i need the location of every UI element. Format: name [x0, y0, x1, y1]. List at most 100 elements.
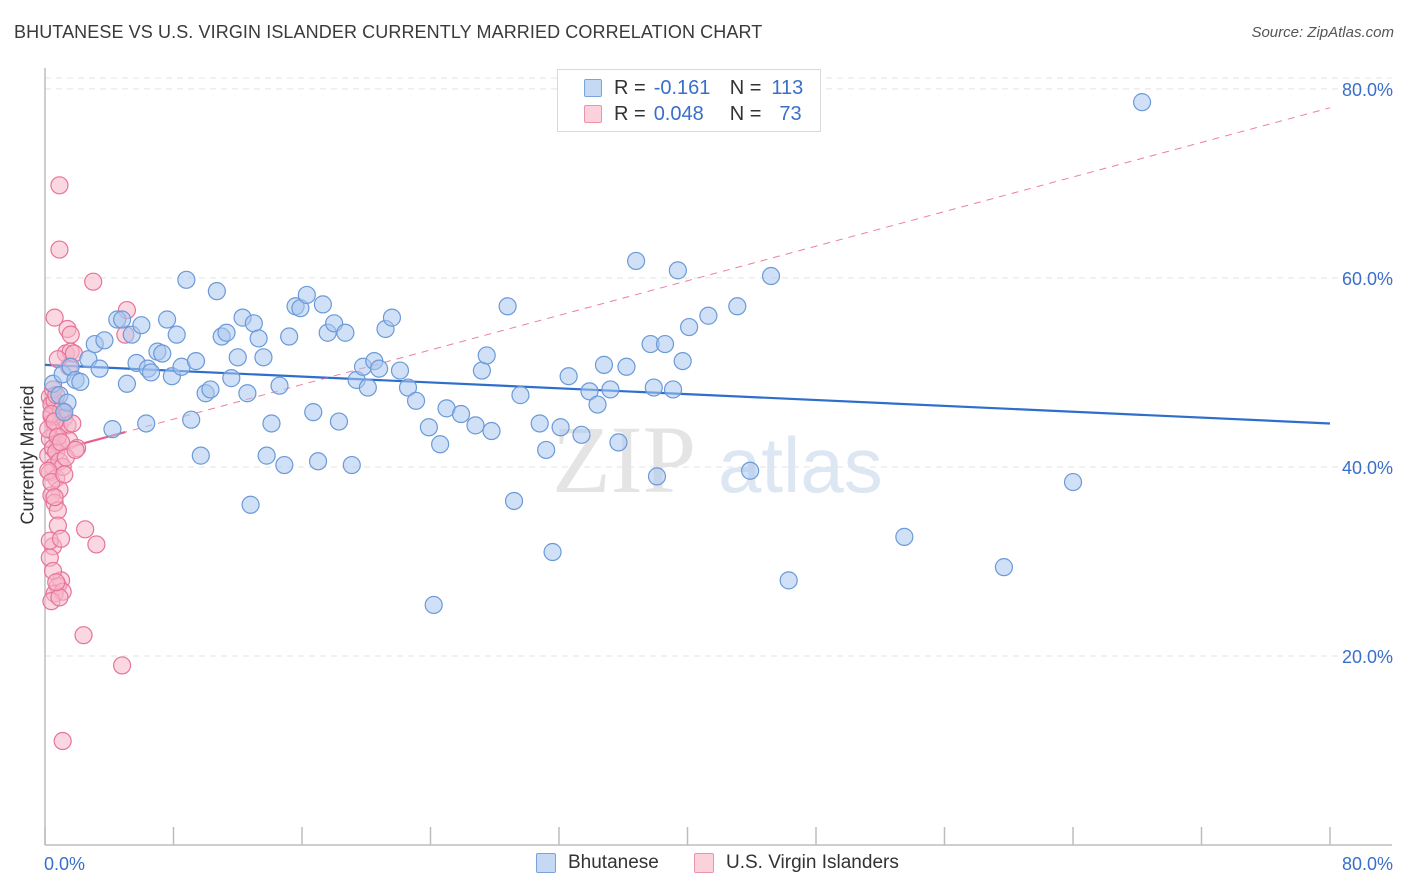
- point-bhutanese: [504, 491, 524, 511]
- point-bhutanese: [275, 455, 294, 475]
- point-bhutanese: [551, 418, 570, 437]
- point-bhutanese: [358, 378, 377, 397]
- point-bhutanese: [741, 461, 760, 480]
- point-bhutanese: [779, 571, 798, 590]
- point-bhutanese: [191, 446, 210, 465]
- point-bhutanese: [308, 452, 328, 471]
- point-bhutanese: [270, 376, 289, 395]
- series-label-virgin-islanders: U.S. Virgin Islanders: [726, 852, 899, 873]
- point-bhutanese: [572, 425, 591, 444]
- point-bhutanese: [55, 403, 74, 422]
- point-virgin-islanders: [87, 535, 106, 554]
- point-bhutanese: [668, 261, 687, 280]
- point-bhutanese: [655, 334, 675, 354]
- point-bhutanese: [1132, 93, 1152, 112]
- point-bhutanese: [895, 527, 914, 546]
- point-bhutanese: [103, 420, 122, 439]
- point-bhutanese: [647, 467, 667, 486]
- point-virgin-islanders: [112, 656, 132, 675]
- point-bhutanese: [90, 359, 109, 378]
- point-virgin-islanders: [45, 488, 64, 507]
- trend-line-virgin-islanders-dashed: [44, 107, 1331, 455]
- point-bhutanese: [390, 361, 410, 380]
- legend-r-label: R =: [614, 76, 646, 99]
- point-virgin-islanders: [55, 465, 74, 484]
- correlation-legend: R = -0.161 N = 113 R = 0.048 N = 73: [557, 69, 821, 132]
- point-bhutanese: [117, 374, 137, 393]
- legend-r-label: R =: [614, 102, 646, 125]
- point-bhutanese: [673, 351, 692, 371]
- point-bhutanese: [112, 310, 132, 329]
- legend-row-virgin-islanders: R = 0.048 N = 73: [584, 102, 802, 126]
- point-bhutanese: [663, 380, 683, 399]
- point-bhutanese: [304, 403, 323, 422]
- source-label: Source: ZipAtlas.com: [1251, 24, 1394, 41]
- point-bhutanese: [280, 327, 299, 346]
- point-bhutanese: [498, 297, 517, 316]
- point-bhutanese: [167, 325, 186, 344]
- point-virgin-islanders: [76, 520, 95, 539]
- point-bhutanese: [431, 435, 450, 454]
- point-bhutanese: [141, 363, 161, 382]
- data-points: [39, 93, 1152, 751]
- point-virgin-islanders: [74, 626, 93, 645]
- point-bhutanese: [336, 323, 355, 342]
- point-bhutanese: [728, 297, 747, 316]
- point-bhutanese: [477, 346, 496, 365]
- point-bhutanese: [342, 455, 361, 475]
- point-bhutanese: [543, 542, 562, 562]
- point-virgin-islanders: [66, 440, 85, 460]
- point-bhutanese: [537, 440, 556, 460]
- series-legend-virgin-islanders[interactable]: U.S. Virgin Islanders: [694, 852, 899, 874]
- point-virgin-islanders: [47, 573, 66, 592]
- point-virgin-islanders: [61, 325, 80, 344]
- watermark: ZIP atlas: [552, 406, 883, 513]
- point-bhutanese: [588, 395, 607, 414]
- point-virgin-islanders: [45, 308, 64, 327]
- tick-labels: 20.0% 40.0% 60.0% 80.0% 0.0% 80.0%: [44, 80, 1393, 874]
- point-virgin-islanders: [50, 240, 69, 259]
- legend-row-bhutanese: R = -0.161 N = 113: [584, 76, 803, 100]
- watermark-atlas: atlas: [718, 421, 883, 509]
- y-tick-label: 60.0%: [1342, 269, 1393, 289]
- legend-n-value: 73: [779, 102, 802, 125]
- point-bhutanese: [177, 270, 196, 289]
- point-virgin-islanders: [51, 529, 71, 548]
- series-legend-bhutanese[interactable]: Bhutanese: [536, 852, 659, 874]
- point-bhutanese: [699, 306, 718, 325]
- point-bhutanese: [238, 384, 257, 403]
- chart-title: BHUTANESE VS U.S. VIRGIN ISLANDER CURREN…: [14, 22, 763, 42]
- y-axis-label: Currently Married: [17, 385, 38, 525]
- point-bhutanese: [244, 314, 263, 333]
- point-bhutanese: [406, 391, 426, 410]
- point-bhutanese: [594, 355, 614, 374]
- point-bhutanese: [530, 414, 549, 433]
- y-tick-label: 20.0%: [1342, 647, 1393, 667]
- trend-line-bhutanese: [44, 363, 1331, 425]
- point-bhutanese: [424, 595, 443, 615]
- x-tick-label-min: 0.0%: [44, 854, 85, 874]
- point-bhutanese: [419, 418, 438, 437]
- point-bhutanese: [137, 414, 156, 433]
- point-bhutanese: [329, 412, 349, 431]
- point-bhutanese: [297, 285, 316, 305]
- point-bhutanese: [207, 282, 226, 301]
- legend-swatch-pink: [584, 105, 602, 123]
- point-bhutanese: [994, 558, 1014, 577]
- point-bhutanese: [71, 372, 90, 391]
- point-bhutanese: [228, 348, 247, 367]
- point-bhutanese: [511, 386, 530, 405]
- y-tick-label: 40.0%: [1342, 458, 1393, 478]
- point-bhutanese: [609, 433, 628, 452]
- point-bhutanese: [157, 310, 177, 329]
- point-virgin-islanders: [84, 272, 103, 291]
- point-bhutanese: [217, 323, 236, 342]
- point-bhutanese: [644, 378, 663, 397]
- point-bhutanese: [257, 446, 276, 465]
- point-bhutanese: [153, 344, 172, 363]
- y-tick-label: 80.0%: [1342, 80, 1393, 100]
- point-bhutanese: [559, 367, 578, 386]
- legend-swatch-blue: [584, 79, 602, 97]
- grid-lines: [45, 77, 1392, 657]
